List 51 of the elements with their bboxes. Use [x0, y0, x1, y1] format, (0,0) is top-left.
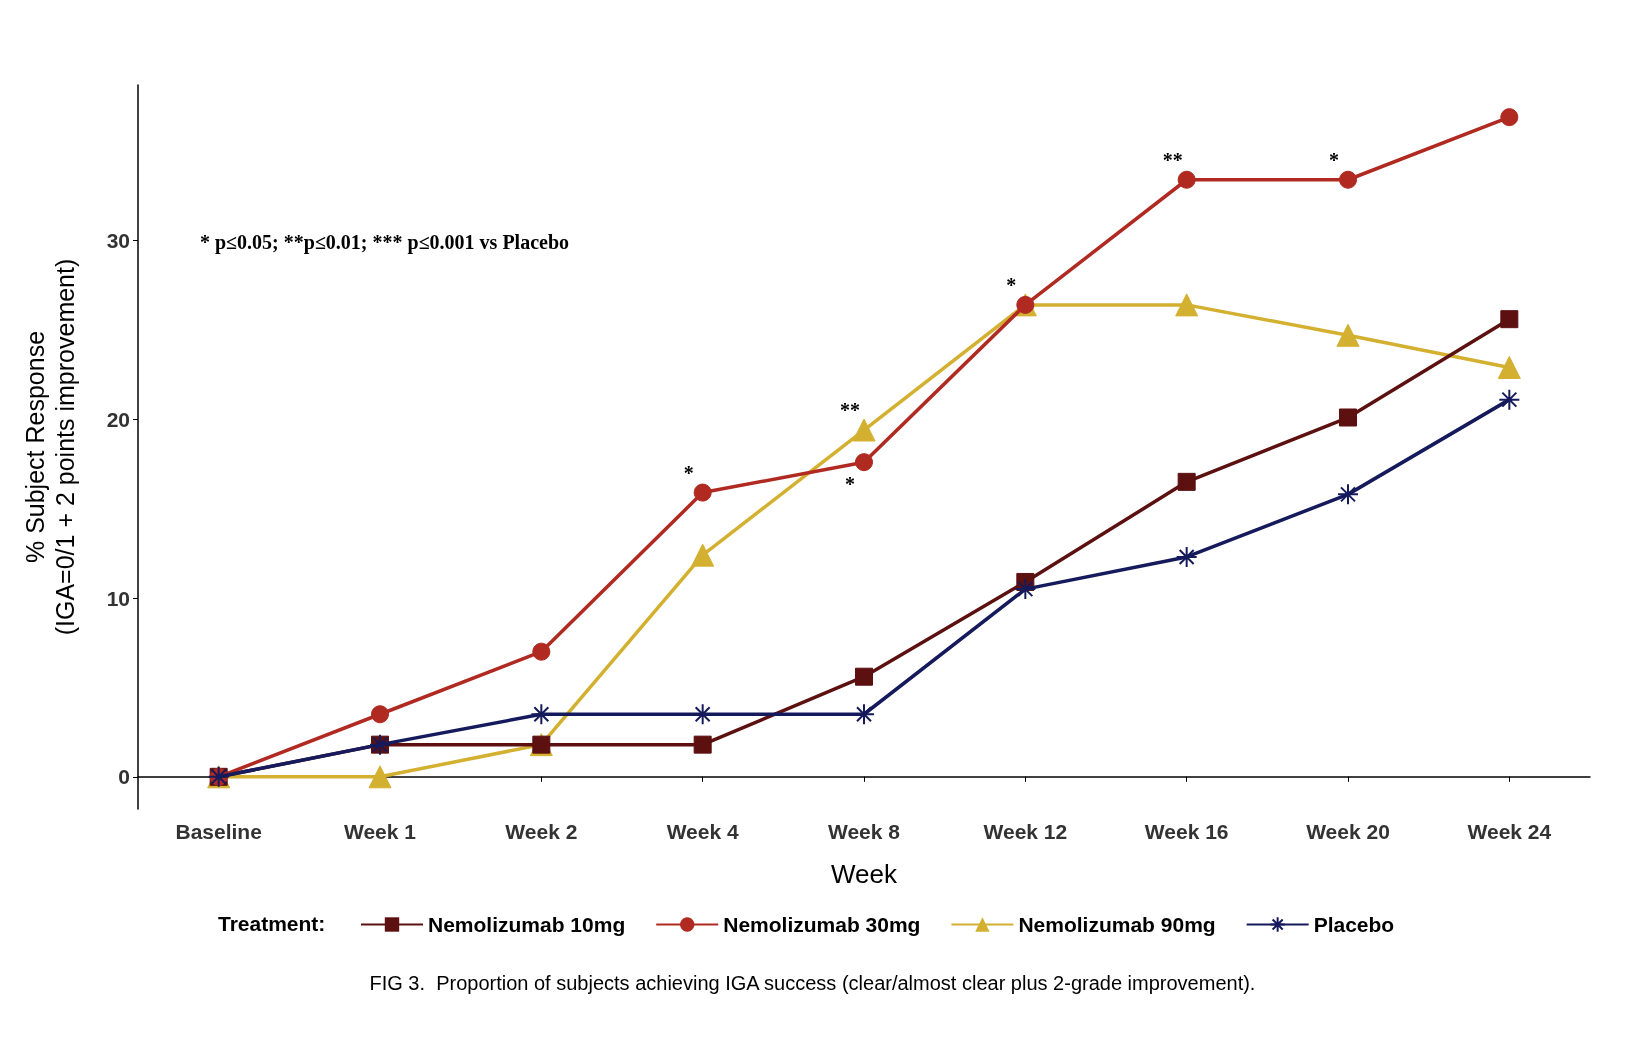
point — [1177, 472, 1196, 491]
point — [532, 642, 551, 661]
y-tick-label: 0 — [118, 765, 130, 789]
point — [1339, 408, 1357, 427]
point — [855, 453, 873, 472]
point — [853, 703, 875, 726]
point — [371, 705, 389, 724]
x-tick-label: Baseline — [175, 820, 262, 843]
point — [1498, 388, 1521, 411]
legend-label: Nemolizumab 90mg — [1018, 913, 1216, 936]
annotation: * — [1329, 148, 1339, 171]
legend-label: Nemolizumab 10mg — [428, 913, 626, 936]
point — [1500, 310, 1519, 329]
legend-label: Nemolizumab 30mg — [723, 913, 921, 936]
x-axis-title: Week — [831, 859, 898, 889]
y-tick-label: 20 — [106, 407, 130, 431]
y-tick-label: 10 — [106, 586, 130, 610]
x-tick-label: Week 24 — [1467, 820, 1552, 843]
point — [1337, 483, 1359, 506]
y-tick-label: 30 — [106, 229, 130, 253]
caption: FIG 3. Proportion of subjects achieving IGA success (clear/almost clear plus 2-grade improvement). — [369, 972, 1256, 994]
legend-label: Placebo — [1313, 913, 1395, 936]
x-tick-label: Week 4 — [666, 820, 739, 843]
x-tick-label: Week 2 — [505, 820, 578, 843]
annotation: * — [1006, 273, 1017, 296]
point — [852, 418, 876, 442]
point — [1175, 293, 1199, 317]
legend-title: Treatment: — [218, 912, 326, 935]
point — [693, 735, 712, 754]
x-tick-label: Week 1 — [344, 820, 417, 843]
annotation: ** — [1162, 148, 1183, 171]
x-tick-label: Week 20 — [1306, 820, 1390, 843]
annotation: * — [845, 473, 855, 496]
point — [368, 765, 392, 789]
point — [1500, 108, 1519, 127]
point — [1336, 323, 1360, 347]
point — [1014, 578, 1037, 601]
point — [1339, 170, 1357, 189]
annotation: ** — [840, 399, 860, 422]
point — [691, 543, 715, 567]
point — [1175, 545, 1198, 568]
point — [855, 667, 873, 686]
annotation: * — [683, 461, 694, 484]
annotation: * p≤0.05; **p≤0.01; *** p≤0.001 vs Placebo — [200, 231, 570, 254]
point — [1177, 170, 1196, 189]
point — [1497, 355, 1521, 379]
x-tick-label: Week 16 — [1144, 820, 1229, 843]
x-tick-label: Week 8 — [828, 820, 901, 843]
x-tick-label: Week 12 — [983, 820, 1068, 843]
y-axis-title: % Subject Response (IGA=0/1 + 2 points improvement) — [21, 258, 79, 636]
point — [693, 483, 712, 502]
